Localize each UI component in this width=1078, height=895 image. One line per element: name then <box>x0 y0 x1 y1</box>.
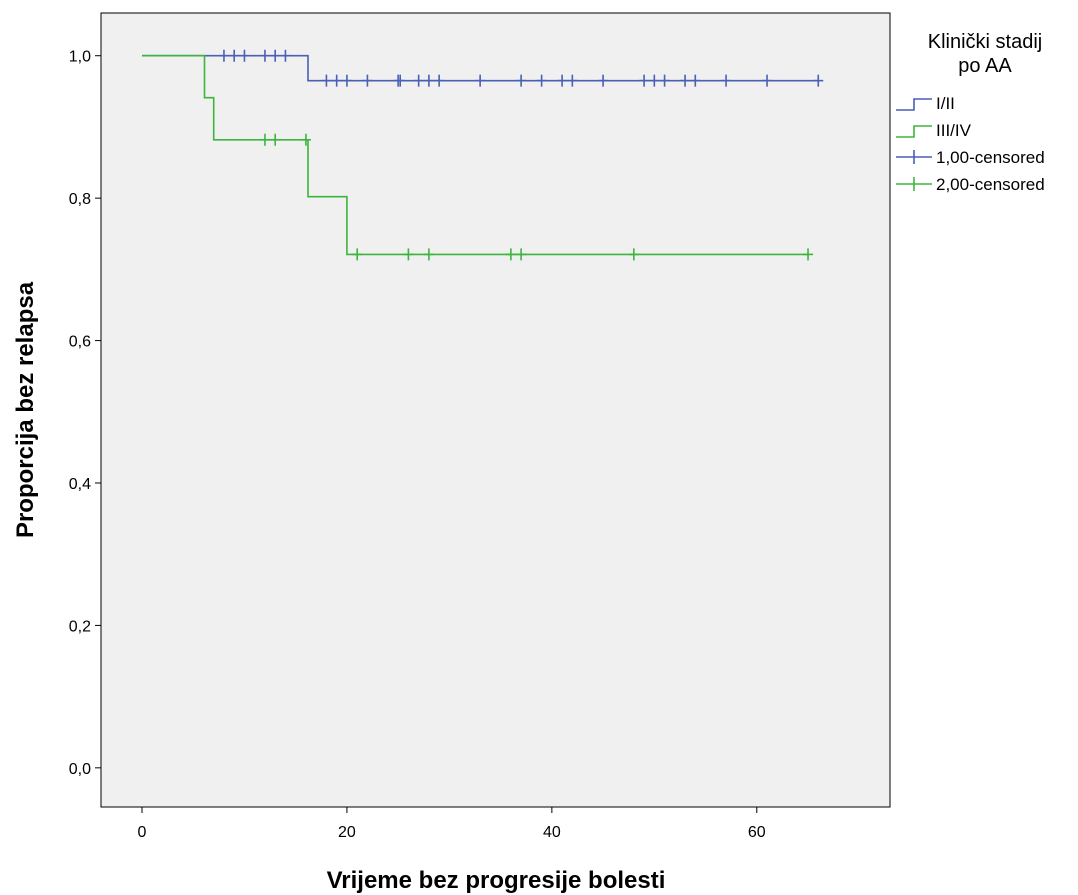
y-tick-label: 0,2 <box>69 618 91 635</box>
censor-mark <box>423 74 434 87</box>
x-tick-label: 0 <box>138 824 147 841</box>
censor-mark <box>639 74 650 87</box>
legend-entries: I/II III/IV 1,00-censored 2,00-censored <box>896 94 1045 194</box>
censor-mark <box>762 74 773 87</box>
censor-mark <box>505 248 516 261</box>
legend-step-swatch <box>896 125 932 138</box>
y-tick-label: 0,8 <box>69 191 91 208</box>
censor-mark <box>280 49 291 62</box>
censor-mark <box>413 74 424 87</box>
x-tick-label: 20 <box>338 824 356 841</box>
legend-label: 1,00-censored <box>936 148 1045 167</box>
censor-mark <box>628 248 639 261</box>
legend-label: I/II <box>936 94 955 113</box>
censor-mark <box>813 74 824 87</box>
censor-mark <box>680 74 691 87</box>
censor-mark <box>649 74 660 87</box>
censor-mark <box>536 74 547 87</box>
legend-title-line-1: Klinički stadij <box>928 31 1042 53</box>
y-axis: 0,0 0,2 0,4 0,6 0,8 1,0 <box>69 49 101 778</box>
legend-title-line-2: po AA <box>958 55 1012 77</box>
plot-area <box>100 12 891 808</box>
censor-mark <box>300 133 311 146</box>
legend-entry: 1,00-censored <box>896 148 1045 167</box>
y-tick-label: 0,6 <box>69 334 91 351</box>
censor-mark <box>516 74 527 87</box>
censor-mark <box>721 74 732 87</box>
y-tick-label: 1,0 <box>69 49 91 66</box>
censor-mark <box>567 74 578 87</box>
censor-mark <box>598 74 609 87</box>
censor-mark <box>423 248 434 261</box>
censor-mark <box>352 248 363 261</box>
series-layer <box>142 49 824 261</box>
censor-mark <box>434 74 445 87</box>
censor-mark <box>321 74 332 87</box>
x-tick-label: 40 <box>543 824 561 841</box>
censor-mark <box>475 74 486 87</box>
censor-mark <box>259 49 270 62</box>
censor-mark <box>259 133 270 146</box>
censor-mark <box>403 248 414 261</box>
legend-step-swatch <box>896 98 932 111</box>
censor-mark <box>557 74 568 87</box>
censor-mark <box>218 49 229 62</box>
censor-mark <box>331 74 342 87</box>
y-tick-label: 0,0 <box>69 761 91 778</box>
legend-entry: III/IV <box>896 121 972 140</box>
censor-mark <box>341 74 352 87</box>
censor-mark <box>239 49 250 62</box>
legend-label: III/IV <box>936 121 972 140</box>
legend-entry: 2,00-censored <box>896 175 1045 194</box>
censor-mark <box>659 74 670 87</box>
censor-mark <box>516 248 527 261</box>
x-tick-label: 60 <box>748 824 766 841</box>
censor-mark <box>229 49 240 62</box>
x-axis-title: Vrijeme bez progresije bolesti <box>327 867 666 894</box>
legend-label: 2,00-censored <box>936 175 1045 194</box>
censor-mark <box>270 49 281 62</box>
x-axis: 0 20 40 60 <box>138 807 766 841</box>
censor-mark <box>395 74 406 87</box>
censor-mark <box>270 133 281 146</box>
legend: Klinički stadij po AA I/II III/IV 1,00-cen… <box>896 31 1045 194</box>
legend-entry: I/II <box>896 94 955 113</box>
y-tick-label: 0,4 <box>69 476 91 493</box>
censor-mark <box>362 74 373 87</box>
censor-mark <box>803 248 814 261</box>
y-axis-title: Proporcija bez relapsa <box>12 281 39 538</box>
censor-mark <box>690 74 701 87</box>
